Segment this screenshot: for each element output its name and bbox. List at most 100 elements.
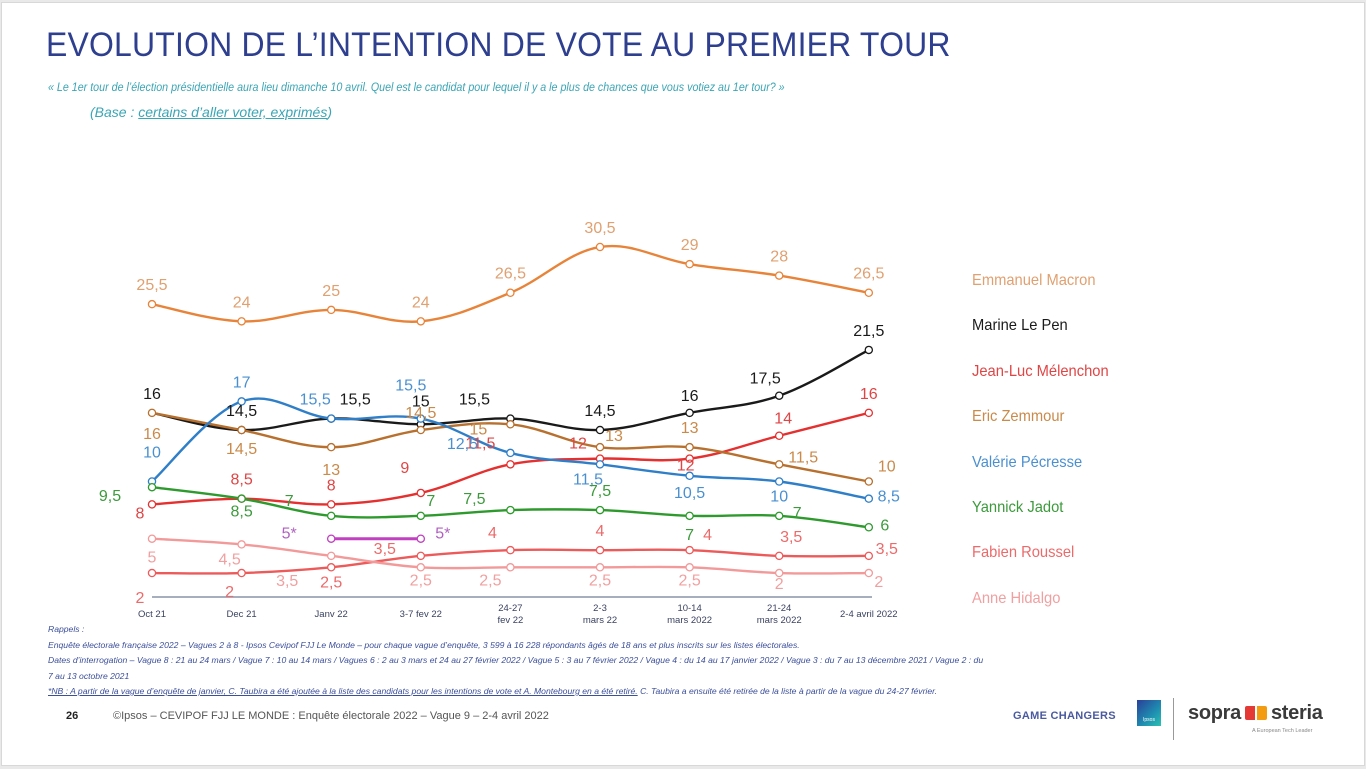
notes-line-1: Enquête électorale française 2022 – Vagu… — [48, 639, 800, 650]
data-point-yannick-jadot — [326, 511, 336, 521]
data-label-eric-zemmour: 10 — [878, 459, 896, 476]
data-point-valerie-pecresse — [595, 460, 605, 469]
data-label-fabien-roussel: 3,5 — [876, 541, 898, 558]
data-label-marine-le-pen: 14,5 — [226, 403, 257, 420]
data-point-fabien-roussel — [685, 545, 694, 555]
data-label-fabien-roussel: 2,5 — [320, 574, 342, 591]
data-point-anne-hidalgo — [237, 540, 246, 549]
data-point-marine-le-pen — [864, 345, 874, 355]
notes-line-2: Dates d’interrogation – Vague 8 : 21 au … — [48, 655, 984, 665]
data-point-valerie-pecresse — [685, 471, 694, 481]
base-link[interactable]: certains d’aller voter, exprimés — [138, 104, 328, 120]
data-label-eric-zemmour: 13 — [605, 428, 623, 445]
data-label-eric-zemmour: 11,5 — [788, 449, 818, 466]
x-tick-label-line: 21-24 — [767, 603, 791, 614]
x-tick-label-line: 3-7 fev 22 — [400, 609, 442, 620]
x-tick-label: 2-3 mars 22 — [583, 603, 617, 626]
data-label-valerie-pecresse: 17 — [233, 374, 251, 391]
x-tick-label: 21-24 mars 2022 — [757, 603, 802, 626]
base-suffix: ) — [327, 104, 332, 120]
notes-heading: Rappels : — [48, 624, 85, 634]
data-label-fabien-roussel: 4 — [703, 527, 712, 544]
data-label-eric-zemmour: 15 — [470, 421, 488, 438]
data-point-anne-hidalgo — [147, 534, 157, 543]
data-point-emmanuel-macron — [506, 288, 515, 297]
data-point-eric-zemmour — [864, 477, 874, 486]
data-label-yannick-jadot: 7 — [685, 527, 694, 544]
notes-nb-rest: C. Taubira a ensuite été retirée de la l… — [637, 686, 938, 696]
data-label-valerie-pecresse: 10 — [770, 489, 788, 506]
x-tick-label: Oct 21 — [138, 609, 166, 620]
data-label-emmanuel-macron: 30,5 — [584, 220, 615, 237]
data-label-yannick-jadot: 6 — [880, 517, 889, 534]
data-label-jean-luc-melenchon: 12 — [569, 436, 587, 453]
series-line-emmanuel-macron — [151, 244, 870, 323]
data-point-valerie-pecresse — [326, 414, 336, 423]
data-point-yannick-jadot — [774, 511, 784, 521]
slide-title: EVOLUTION DE L’INTENTION DE VOTE AU PREM… — [46, 26, 951, 64]
data-label-valerie-pecresse: 15,5 — [300, 392, 331, 409]
data-label-anne-hidalgo: 4,5 — [218, 551, 240, 568]
data-label-marine-le-pen: 14,5 — [584, 403, 615, 420]
data-label-anne-hidalgo: 2 — [775, 576, 784, 593]
sopra-steria-tagline: A European Tech Leader — [1252, 728, 1313, 734]
data-label-yannick-jadot: 8,5 — [230, 504, 252, 521]
data-label-anne-hidalgo: 2,5 — [678, 572, 700, 589]
data-point-emmanuel-macron — [685, 259, 694, 269]
x-tick-label-line: 2-3 — [593, 603, 607, 614]
data-point-jean-luc-melenchon — [416, 488, 426, 498]
notes-nb: *NB : A partir de la vague d’enquête de … — [48, 684, 1298, 700]
data-point-emmanuel-macron — [864, 288, 874, 297]
data-label-anne-hidalgo: 2,5 — [479, 572, 501, 589]
data-point-emmanuel-macron — [326, 305, 336, 315]
data-point-eric-zemmour — [595, 442, 605, 452]
data-label-jean-luc-melenchon: 14 — [774, 411, 792, 428]
data-label-marine-le-pen: 17,5 — [750, 371, 781, 388]
data-point-fabien-roussel — [326, 563, 336, 572]
data-point-valerie-pecresse — [416, 414, 426, 423]
notes-nb-underlined: *NB : A partir de la vague d’enquête de … — [48, 686, 638, 696]
data-point-anne-hidalgo — [864, 568, 874, 578]
legend-item-eric-zemmour: Eric Zemmour — [972, 408, 1065, 426]
data-label-jean-luc-melenchon: 8,5 — [230, 472, 252, 489]
sopra-steria-mark-icon — [1244, 706, 1267, 720]
base-prefix: (Base : — [90, 104, 139, 120]
data-point-anne-hidalgo — [506, 563, 515, 572]
game-changers-logo: GAME CHANGERS — [1013, 710, 1116, 722]
x-tick-label: Janv 22 — [315, 609, 348, 620]
data-label-anne-hidalgo: 5 — [148, 550, 157, 567]
legend-item-emmanuel-macron: Emmanuel Macron — [972, 272, 1096, 289]
x-tick-label: 3-7 fev 22 — [400, 609, 442, 620]
data-point-eric-zemmour — [147, 408, 157, 418]
data-point-yannick-jadot — [147, 482, 157, 492]
x-tick-label: Dec 21 — [227, 609, 257, 620]
data-label-fabien-roussel: 2 — [225, 584, 234, 601]
series-line-valerie-pecresse — [151, 397, 870, 500]
x-tick-label: 2-4 avril 2022 — [840, 609, 898, 620]
data-label-jean-luc-melenchon: 11,5 — [465, 435, 495, 452]
series-points — [147, 242, 874, 578]
steria-text: steria — [1270, 702, 1323, 724]
data-point-yannick-jadot — [685, 511, 694, 521]
data-label-yannick-jadot: 7,5 — [589, 483, 611, 500]
data-point-yannick-jadot — [237, 494, 246, 503]
data-label-yannick-jadot: 7 — [426, 493, 435, 510]
legend-item-yannick-jadot: Yannick Jadot — [972, 499, 1064, 516]
data-point-jean-luc-melenchon — [326, 500, 336, 509]
x-tick-label-line: Janv 22 — [315, 609, 348, 620]
data-label-yannick-jadot: 7 — [793, 505, 802, 522]
x-tick-label-line: 10-14 — [677, 603, 701, 614]
logo-divider — [1173, 698, 1174, 740]
notes: Rappels : Enquête électorale française 2… — [48, 622, 1298, 700]
data-label-eric-zemmour: 16 — [143, 426, 161, 443]
data-point-eric-zemmour — [326, 442, 336, 452]
data-label-anne-hidalgo: 3,5 — [276, 573, 298, 590]
data-label-emmanuel-macron: 24 — [412, 294, 430, 311]
legend-item-anne-hidalgo: Anne Hidalgo — [972, 589, 1061, 607]
survey-question: « Le 1er tour de l’élection présidentiel… — [48, 82, 785, 94]
data-label-fabien-roussel: 4 — [596, 523, 605, 540]
data-point-yannick-jadot — [595, 505, 605, 515]
data-point-yannick-jadot — [416, 511, 426, 521]
